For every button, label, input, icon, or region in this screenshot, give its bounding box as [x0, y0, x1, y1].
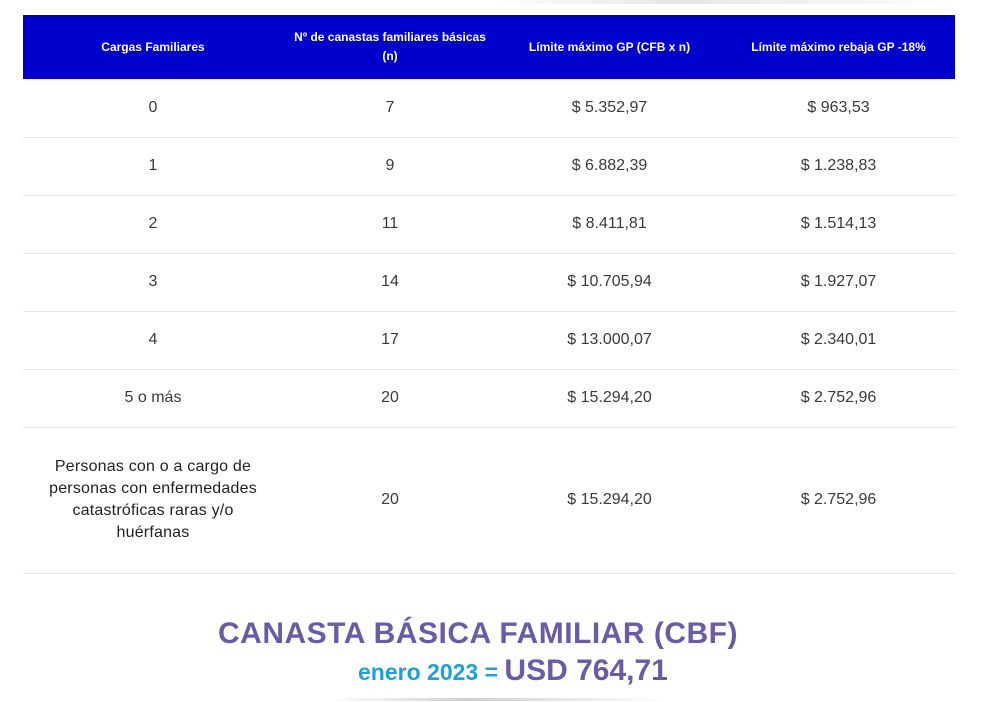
cell-canastas: 20	[381, 491, 399, 508]
table-row: 4 17 $ 13.000,07 $ 2.340,01	[23, 311, 955, 369]
table-row: 5 o más 20 $ 15.294,20 $ 2.752,96	[23, 369, 955, 427]
cell-limite-gp: $ 15.294,20	[567, 389, 652, 406]
table-header: Cargas Familiares Nº de canastas familia…	[23, 15, 955, 79]
cell-limite-rebaja: $ 1.238,83	[800, 157, 877, 174]
cell-limite-gp: $ 13.000,07	[567, 331, 652, 348]
cell-cargas: 2	[148, 215, 158, 232]
bottom-divider	[330, 698, 670, 701]
gastos-personales-table-container: Cargas Familiares Nº de canastas familia…	[23, 15, 955, 574]
cell-limite-gp: $ 6.882,39	[571, 157, 648, 174]
header-limite-maximo-rebaja: Límite máximo rebaja GP -18%	[751, 39, 926, 54]
table-row: 2 11 $ 8.411,81 $ 1.514,13	[23, 195, 955, 253]
cell-canastas: 11	[381, 215, 399, 232]
table-row: 3 14 $ 10.705,94 $ 1.927,07	[23, 253, 955, 311]
table-row: 1 9 $ 6.882,39 $ 1.238,83	[23, 137, 955, 195]
top-divider	[490, 0, 960, 4]
cell-limite-rebaja: $ 1.927,07	[800, 273, 877, 290]
cell-limite-gp: $ 5.352,97	[571, 98, 648, 116]
header-limite-maximo-gp: Límite máximo GP (CFB x n)	[528, 39, 691, 54]
header-cargas-familiares: Cargas Familiares	[101, 39, 205, 54]
cbf-value-amount: USD 764,71	[504, 654, 668, 687]
cbf-month-label: enero 2023 =	[358, 659, 505, 685]
cell-limite-gp: $ 10.705,94	[567, 273, 652, 290]
cell-cargas: 4	[148, 331, 158, 348]
cell-cargas: Personas con o a cargo de personas con e…	[49, 458, 257, 541]
cbf-value-line: enero 2023 = USD 764,71	[358, 654, 668, 688]
cell-canastas: 9	[385, 157, 395, 174]
table-body: 0 7 $ 5.352,97 $ 963,53 1 9 $ 6.882,39 $…	[23, 79, 955, 573]
cell-limite-rebaja: $ 2.340,01	[800, 331, 877, 348]
cell-cargas: 0	[148, 98, 158, 116]
cell-cargas: 1	[148, 157, 158, 174]
cell-canastas: 17	[381, 331, 399, 348]
cell-limite-gp: $ 8.411,81	[572, 215, 647, 232]
cell-limite-rebaja: $ 2.752,96	[800, 389, 877, 406]
cell-cargas: 5 o más	[124, 389, 182, 406]
table-row: 0 7 $ 5.352,97 $ 963,53	[23, 79, 955, 137]
cbf-title: CANASTA BÁSICA FAMILIAR (CBF)	[217, 617, 738, 650]
cell-limite-rebaja: $ 963,53	[807, 98, 870, 116]
table-header-row: Cargas Familiares Nº de canastas familia…	[23, 15, 955, 79]
gastos-personales-table: Cargas Familiares Nº de canastas familia…	[23, 15, 955, 574]
cell-limite-rebaja: $ 1.514,13	[800, 215, 877, 232]
cell-canastas: 7	[385, 98, 395, 116]
cell-cargas: 3	[148, 273, 158, 290]
header-numero-canastas: Nº de canastas familiares básicas (n)	[294, 30, 486, 63]
cell-canastas: 14	[381, 273, 399, 290]
cell-limite-gp: $ 15.294,20	[567, 491, 652, 508]
cell-canastas: 20	[381, 389, 399, 406]
table-row: Personas con o a cargo de personas con e…	[23, 427, 955, 573]
cell-limite-rebaja: $ 2.752,96	[800, 491, 877, 508]
